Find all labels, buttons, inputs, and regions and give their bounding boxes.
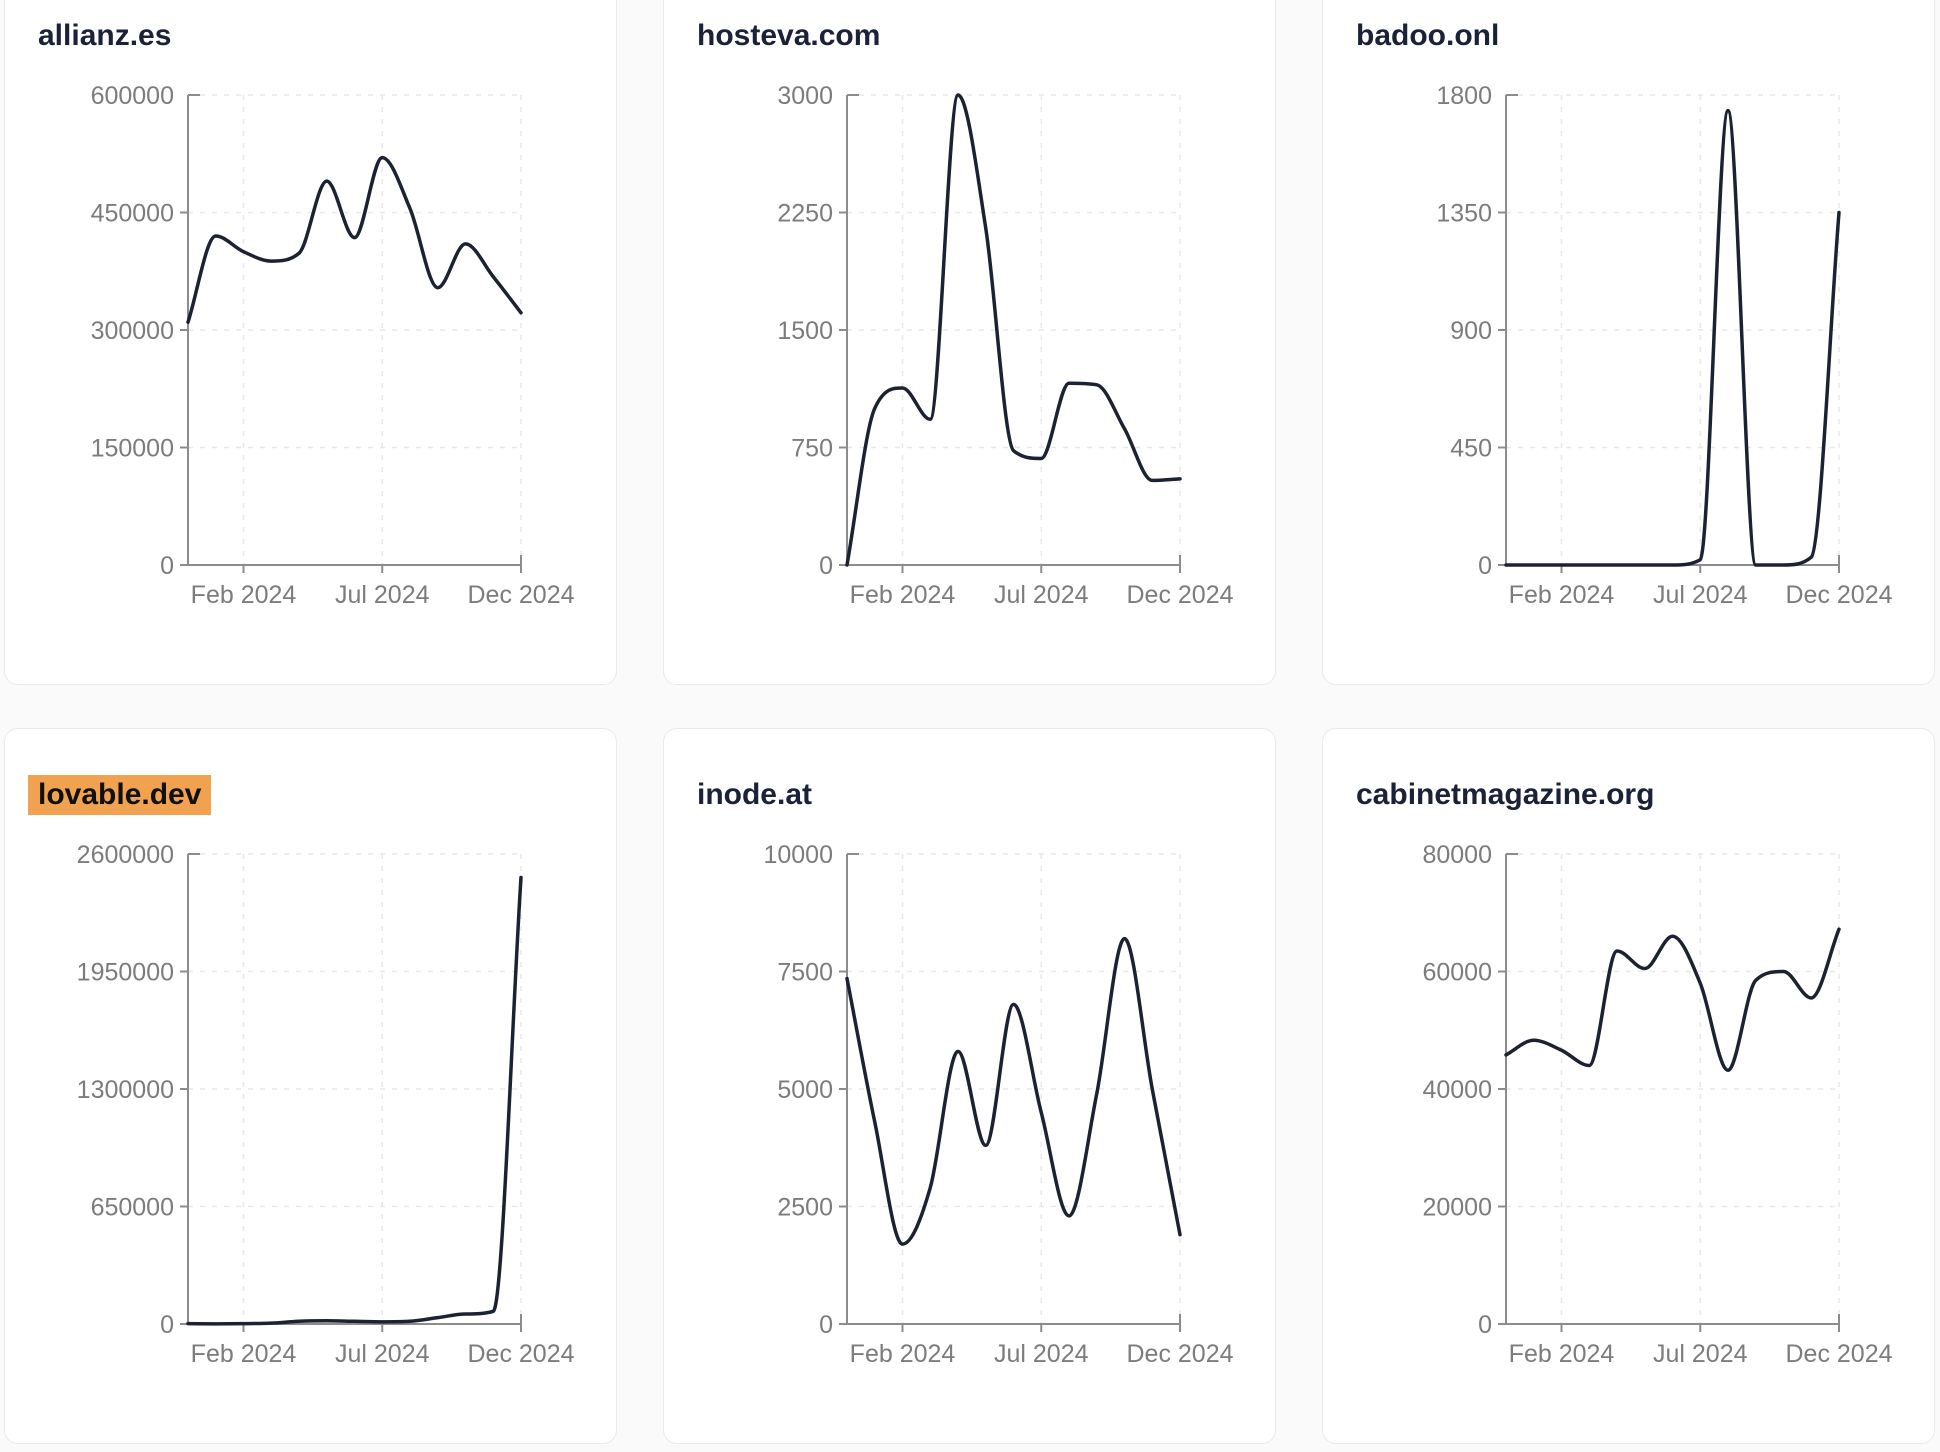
domain-chart-card[interactable]: hosteva.com 0 750 1500 2250 3000 Feb 2024 Jul …: [663, 0, 1276, 685]
y-tick-label: 1300000: [77, 1076, 174, 1104]
x-tick-label: Feb 2024: [850, 581, 956, 609]
y-tick-label: 3000: [777, 82, 833, 110]
y-tick-label: 0: [819, 552, 833, 580]
traffic-line-chart: 0 650000 1300000 1950000 2600000 Feb 2024 Jul …: [77, 841, 575, 1368]
x-tick-label: Dec 2024: [467, 1340, 574, 1368]
x-tick-label: Jul 2024: [335, 581, 430, 609]
card-title-row: cabinetmagazine.org: [1323, 729, 1934, 819]
y-tick-label: 10000: [763, 841, 833, 869]
y-tick-label: 2250: [777, 200, 833, 228]
x-tick-label: Jul 2024: [994, 581, 1089, 609]
y-tick-label: 300000: [91, 317, 174, 345]
y-tick-label: 0: [1478, 1311, 1492, 1339]
x-tick-label: Feb 2024: [1509, 581, 1615, 609]
x-tick-label: Jul 2024: [1653, 1340, 1748, 1368]
y-tick-label: 750: [791, 435, 833, 463]
x-tick-label: Feb 2024: [191, 1340, 297, 1368]
x-tick-label: Dec 2024: [1126, 581, 1233, 609]
traffic-line-chart: 0 20000 40000 60000 80000 Feb 2024 Jul 2024 Dec…: [1422, 841, 1892, 1368]
card-title-row: hosteva.com: [664, 0, 1275, 60]
y-tick-label: 20000: [1422, 1194, 1492, 1222]
traffic-series-line: [186, 155, 523, 324]
y-tick-label: 0: [819, 1311, 833, 1339]
x-tick-label: Feb 2024: [191, 581, 297, 609]
x-tick-label: Dec 2024: [1785, 581, 1892, 609]
traffic-line-chart: 0 450 900 1350 1800 Feb 2024 Jul 2024 Dec 2024: [1436, 82, 1892, 609]
y-tick-label: 450000: [91, 200, 174, 228]
traffic-series-line: [845, 936, 1182, 1246]
domain-title: cabinetmagazine.org: [1356, 778, 1655, 811]
y-tick-label: 5000: [777, 1076, 833, 1104]
traffic-series-line: [1504, 108, 1841, 567]
y-tick-label: 0: [160, 1311, 174, 1339]
x-tick-label: Dec 2024: [1785, 1340, 1892, 1368]
card-title-row: lovable.dev: [5, 729, 616, 819]
traffic-series-line: [1504, 927, 1841, 1072]
domain-title: hosteva.com: [697, 19, 881, 52]
domain-title: lovable.dev: [28, 775, 212, 815]
y-tick-label: 0: [160, 552, 174, 580]
traffic-line-chart: 0 150000 300000 450000 600000 Feb 2024 Jul 202…: [91, 82, 575, 609]
domain-chart-card[interactable]: inode.at 0 2500 5000 7500 10000 Feb 2024 Jul 2…: [663, 728, 1276, 1444]
traffic-series-line: [845, 93, 1182, 567]
y-tick-label: 1350: [1436, 200, 1492, 228]
y-tick-label: 150000: [91, 435, 174, 463]
y-tick-label: 1500: [777, 317, 833, 345]
domain-title: badoo.onl: [1356, 19, 1500, 52]
y-tick-label: 1950000: [77, 959, 174, 987]
x-tick-label: Feb 2024: [1509, 1340, 1615, 1368]
y-tick-label: 900: [1450, 317, 1492, 345]
y-tick-label: 600000: [91, 82, 174, 110]
y-tick-label: 0: [1478, 552, 1492, 580]
domain-chart-card[interactable]: lovable.dev 0 650000 1300000 1950000 2600000…: [4, 728, 617, 1444]
domain-chart-card[interactable]: cabinetmagazine.org 0 20000 40000 60000 8000…: [1322, 728, 1935, 1444]
traffic-line-chart: 0 750 1500 2250 3000 Feb 2024 Jul 2024 Dec 2024: [777, 82, 1233, 609]
x-tick-label: Dec 2024: [467, 581, 574, 609]
y-tick-label: 7500: [777, 959, 833, 987]
x-tick-label: Jul 2024: [335, 1340, 430, 1368]
card-title-row: badoo.onl: [1323, 0, 1934, 60]
domain-chart-card[interactable]: badoo.onl 0 450 900 1350 1800 Feb 2024 Jul 202…: [1322, 0, 1935, 685]
card-title-row: inode.at: [664, 729, 1275, 819]
y-tick-label: 40000: [1422, 1076, 1492, 1104]
x-tick-label: Feb 2024: [850, 1340, 956, 1368]
y-tick-label: 2500: [777, 1194, 833, 1222]
y-tick-label: 2600000: [77, 841, 174, 869]
x-tick-label: Jul 2024: [994, 1340, 1089, 1368]
y-tick-label: 60000: [1422, 959, 1492, 987]
y-tick-label: 80000: [1422, 841, 1492, 869]
traffic-series-line: [186, 875, 523, 1326]
x-tick-label: Dec 2024: [1126, 1340, 1233, 1368]
traffic-line-chart: 0 2500 5000 7500 10000 Feb 2024 Jul 2024 Dec 20…: [763, 841, 1233, 1368]
domain-title: allianz.es: [38, 19, 172, 52]
y-tick-label: 450: [1450, 435, 1492, 463]
domain-title: inode.at: [697, 778, 813, 811]
y-tick-label: 650000: [91, 1194, 174, 1222]
card-title-row: allianz.es: [5, 0, 616, 60]
y-tick-label: 1800: [1436, 82, 1492, 110]
x-tick-label: Jul 2024: [1653, 581, 1748, 609]
domain-chart-card[interactable]: allianz.es 0 150000 300000 450000 600000 Feb …: [4, 0, 617, 685]
